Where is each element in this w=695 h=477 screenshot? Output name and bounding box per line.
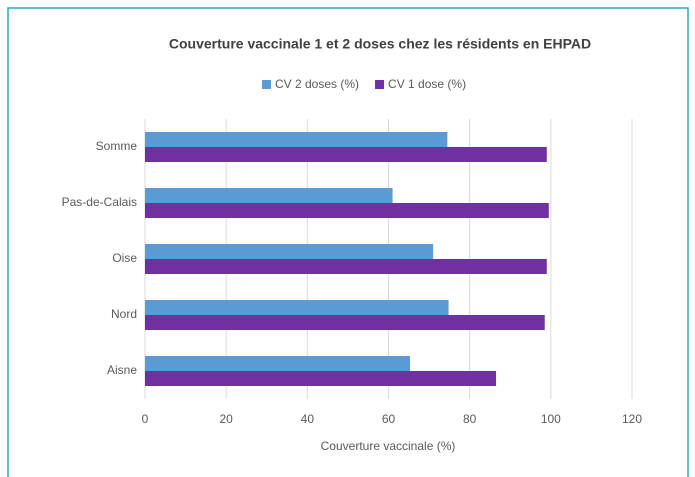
frame (7, 7, 689, 477)
legend-swatch (262, 80, 271, 89)
x-axis-label: Couverture vaccinale (%) (321, 439, 456, 453)
x-tick-label: 60 (382, 412, 396, 426)
y-tick-label: Somme (96, 139, 138, 153)
bar (145, 132, 448, 147)
y-tick-label: Oise (112, 251, 137, 265)
bar (145, 188, 393, 203)
x-tick-label: 80 (463, 412, 477, 426)
x-tick-label: 100 (541, 412, 561, 426)
x-tick-label: 0 (142, 412, 149, 426)
y-tick-label: Nord (111, 307, 137, 321)
bar (145, 371, 497, 386)
legend-label: CV 2 doses (%) (275, 77, 359, 91)
bar (145, 147, 547, 162)
x-tick-label: 120 (622, 412, 642, 426)
legend-swatch (375, 80, 385, 89)
x-tick-label: 20 (219, 412, 233, 426)
y-tick-label: Pas-de-Calais (62, 195, 137, 209)
y-tick-label: Aisne (107, 363, 137, 377)
bar (145, 300, 449, 315)
chart-title: Couverture vaccinale 1 et 2 doses chez l… (169, 36, 591, 52)
x-tick-label: 40 (301, 412, 315, 426)
bar (145, 259, 547, 274)
bar (145, 356, 411, 371)
bar (145, 203, 549, 218)
bar (145, 315, 545, 330)
legend-label: CV 1 dose (%) (388, 77, 466, 91)
bar (145, 244, 434, 259)
